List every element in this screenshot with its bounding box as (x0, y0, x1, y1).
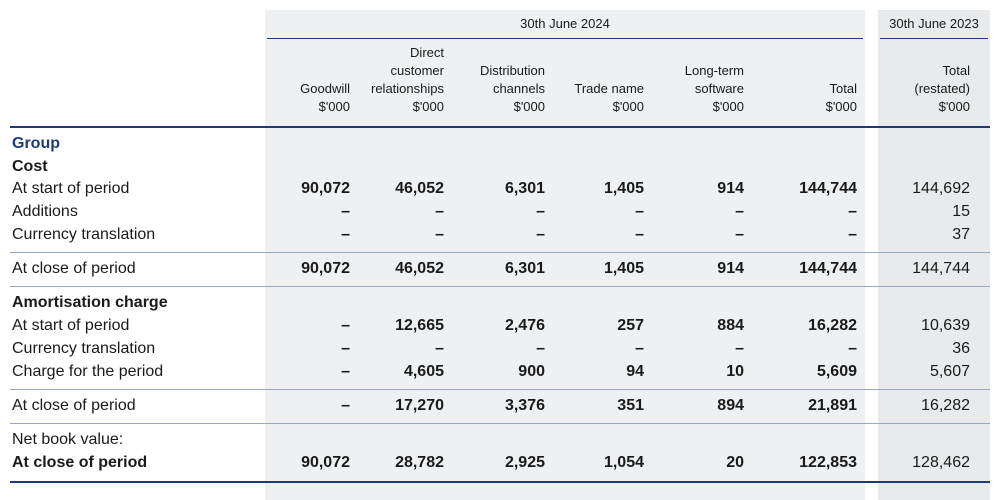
row-label: Currency translation (12, 340, 156, 357)
cell-total-2024: 144,744 (799, 180, 857, 197)
column-header-distribution-channels: Distribution channels $'000 (479, 63, 545, 114)
section-group: Group (12, 135, 60, 152)
row-label: At close of period (12, 454, 148, 471)
cell-distribution: 900 (518, 363, 545, 380)
cell-total-2024: 21,891 (808, 397, 857, 414)
cell-software: – (735, 226, 744, 243)
row-divider (10, 286, 990, 287)
cell-software: 10 (726, 363, 744, 380)
prior-period-shading (878, 10, 990, 500)
cell-distribution: – (536, 203, 545, 220)
row-label: Additions (12, 203, 78, 220)
cell-software: 914 (717, 180, 744, 197)
row-label: Currency translation (12, 226, 156, 243)
cell-total-2023: 5,607 (929, 363, 970, 380)
row-divider (10, 389, 990, 390)
cell-distribution: – (536, 226, 545, 243)
cell-total-2024: 122,853 (799, 454, 857, 471)
cell-goodwill: 90,072 (301, 260, 350, 277)
cell-software: 884 (717, 317, 744, 334)
cell-software: 894 (717, 397, 744, 414)
cell-goodwill: 90,072 (301, 180, 350, 197)
cell-goodwill: – (341, 226, 350, 243)
row-label: At close of period (12, 397, 136, 414)
column-header-goodwill: Goodwill $'000 (300, 81, 350, 114)
row-divider (10, 252, 990, 253)
cell-customer: 17,270 (395, 397, 444, 414)
row-label: Charge for the period (12, 363, 164, 380)
section-cost: Cost (12, 158, 48, 175)
cell-total-2024: 144,744 (799, 260, 857, 277)
cell-total-2023: 144,744 (912, 260, 970, 277)
cell-goodwill: – (341, 397, 350, 414)
cell-total-2023: 16,282 (921, 397, 970, 414)
cell-total-2023: 36 (952, 340, 970, 357)
cell-trade-name: 1,405 (603, 260, 644, 277)
cell-customer: 46,052 (395, 260, 444, 277)
cell-total-2024: 5,609 (816, 363, 857, 380)
row-label: At start of period (12, 317, 130, 334)
footer-rule (10, 481, 990, 483)
cell-customer: – (435, 340, 444, 357)
cell-customer: 4,605 (403, 363, 444, 380)
cell-trade-name: 1,054 (603, 454, 644, 471)
row-label: At close of period (12, 260, 136, 277)
cell-trade-name: 351 (617, 397, 644, 414)
cell-customer: 28,782 (395, 454, 444, 471)
section-net-book-value: Net book value: (12, 431, 124, 448)
cell-trade-name: 257 (617, 317, 644, 334)
cell-total-2024: – (848, 226, 857, 243)
column-header-total-2024: Total $'000 (825, 81, 857, 114)
column-header-trade-name: Trade name $'000 (574, 81, 644, 114)
cell-customer: 46,052 (395, 180, 444, 197)
cell-trade-name: – (635, 226, 644, 243)
cell-software: 914 (717, 260, 744, 277)
cell-software: 20 (726, 454, 744, 471)
current-period-shading (265, 10, 865, 500)
cell-distribution: 6,301 (504, 180, 545, 197)
cell-goodwill: 90,072 (301, 454, 350, 471)
cell-goodwill: – (341, 317, 350, 334)
period-underline-2024 (267, 38, 863, 39)
cell-distribution: 3,376 (504, 397, 545, 414)
column-header-software: Long-term software $'000 (684, 63, 744, 114)
cell-distribution: 6,301 (504, 260, 545, 277)
cell-total-2023: 37 (952, 226, 970, 243)
cell-total-2024: – (848, 203, 857, 220)
cell-trade-name: 1,405 (603, 180, 644, 197)
period-underline-2023 (880, 38, 988, 39)
cell-customer: 12,665 (395, 317, 444, 334)
row-divider (10, 423, 990, 424)
cell-trade-name: – (635, 203, 644, 220)
cell-distribution: 2,476 (504, 317, 545, 334)
cell-total-2023: 15 (952, 203, 970, 220)
cell-trade-name: 94 (626, 363, 644, 380)
cell-total-2023: 10,639 (921, 317, 970, 334)
cell-software: – (735, 340, 744, 357)
cell-goodwill: – (341, 340, 350, 357)
cell-total-2024: – (848, 340, 857, 357)
period-header-2023: 30th June 2023 (889, 16, 979, 31)
section-amortisation: Amortisation charge (12, 294, 168, 311)
cell-total-2023: 144,692 (912, 180, 970, 197)
cell-distribution: 2,925 (504, 454, 545, 471)
cell-goodwill: – (341, 363, 350, 380)
cell-trade-name: – (635, 340, 644, 357)
column-header-total-2023: Total (restated) $'000 (914, 63, 970, 114)
cell-total-2024: 16,282 (808, 317, 857, 334)
cell-software: – (735, 203, 744, 220)
cell-distribution: – (536, 340, 545, 357)
period-header-2024: 30th June 2024 (520, 16, 610, 31)
header-rule (10, 126, 990, 128)
cell-customer: – (435, 203, 444, 220)
cell-goodwill: – (341, 203, 350, 220)
column-header-customer-relationships: Direct customer relationships $'000 (371, 45, 444, 114)
cell-customer: – (435, 226, 444, 243)
row-label: At start of period (12, 180, 130, 197)
cell-total-2023: 128,462 (912, 454, 970, 471)
